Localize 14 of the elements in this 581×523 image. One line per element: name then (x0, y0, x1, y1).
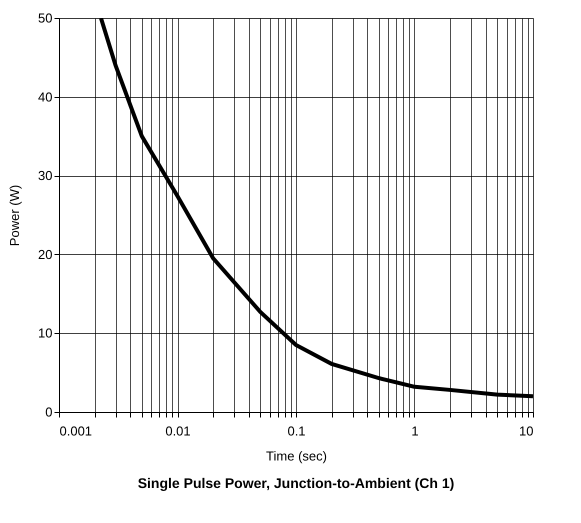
x-tick-label: 1 (411, 424, 419, 438)
x-tick-label: 0.01 (165, 424, 191, 438)
x-tick-label: 0.001 (60, 424, 92, 438)
y-tick-label: 40 (38, 89, 52, 104)
x-tick-label: 0.1 (287, 424, 306, 438)
y-tick-label: 0 (45, 404, 52, 420)
x-axis-title: Time (sec) (266, 448, 327, 464)
y-tick-label: 50 (38, 10, 52, 26)
y-tick-label: 30 (38, 168, 52, 184)
y-axis-title: Power (W) (7, 184, 22, 246)
text: Single Pulse Power, Junction-to-Ambient (Ch 1) (138, 475, 454, 491)
x-tick-label: 10 (519, 424, 534, 438)
y-tick-label: 20 (38, 246, 52, 262)
y-tick-label: 10 (38, 326, 52, 341)
